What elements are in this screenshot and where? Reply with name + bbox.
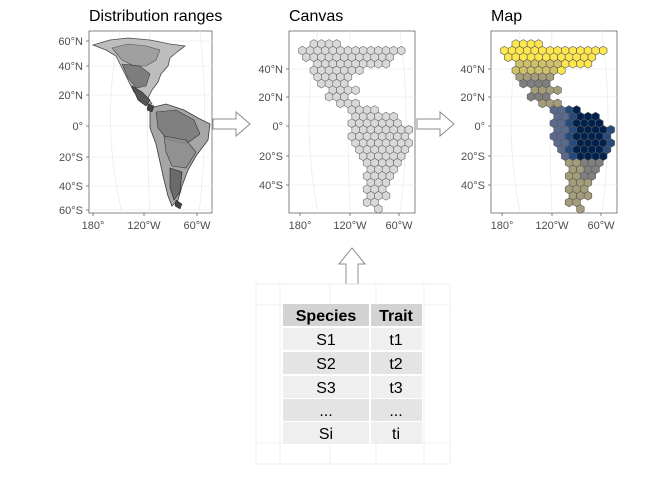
table-cell-trait: ti xyxy=(392,426,400,443)
panel-title-ranges: Distribution ranges xyxy=(89,8,222,25)
y-tick-label: 20°S xyxy=(59,152,83,164)
y-axis-ranges: 60°N 40°N 20°N 0° 20°S 40°S 60°S xyxy=(58,36,89,217)
grid-cell-hexagon xyxy=(324,92,334,102)
grid-cell-hexagon xyxy=(374,59,383,69)
y-tick-label: 40°S xyxy=(461,180,485,192)
grid-cell-hexagon xyxy=(336,98,345,109)
table-cell-species: Si xyxy=(319,426,333,443)
x-axis-canvas: 180° 120°W 60°W xyxy=(289,213,413,232)
table-cell-species: S3 xyxy=(316,380,336,397)
y-axis-canvas: 40°N 20°N 0° 20°S 40°S xyxy=(258,64,289,192)
table-header-cell xyxy=(371,304,422,326)
y-tick-label: 20°S xyxy=(461,151,485,163)
grid-cell-hexagon xyxy=(564,197,574,208)
table-row: Si ti xyxy=(283,422,422,444)
grid-cell-hexagon xyxy=(538,98,547,109)
table-cell-trait: t1 xyxy=(389,332,402,349)
grid-cell-hexagon xyxy=(317,78,326,89)
y-tick-label: 20°N xyxy=(258,92,283,104)
grid-cell-hexagon xyxy=(599,45,608,56)
x-axis-ranges: 180° 120°W 60°W xyxy=(82,213,211,232)
table-cell-trait: ... xyxy=(389,403,402,420)
grid-cell-hexagon xyxy=(381,59,391,69)
grid-cell-hexagon xyxy=(355,65,364,76)
table-row: ... ... xyxy=(283,399,422,421)
y-tick-label: 40°S xyxy=(259,180,283,192)
panel-map: Map 40°N 20°N 0° 20°S 40°S 180° 120°W 60… xyxy=(460,8,618,232)
grid-cell-hexagon xyxy=(526,92,536,102)
flow-arrow-up xyxy=(337,247,367,285)
grid-cell-hexagon xyxy=(504,52,513,62)
panel-title-map: Map xyxy=(491,8,522,25)
table-cell-trait: t3 xyxy=(389,380,402,397)
x-tick-label: 180° xyxy=(491,220,514,232)
table-row: S1 t1 xyxy=(283,328,422,350)
table-header-trait: Trait xyxy=(379,308,413,325)
y-tick-label: 60°S xyxy=(59,205,83,217)
table-header-cell xyxy=(283,304,369,326)
x-axis-map: 180° 120°W 60°W xyxy=(491,213,615,232)
grid-cell-hexagon xyxy=(553,85,562,95)
flow-arrow-right xyxy=(416,110,455,138)
grid-cell-hexagon xyxy=(557,65,566,76)
x-tick-label: 120°W xyxy=(333,220,367,232)
grid-cell-hexagon xyxy=(568,59,577,69)
x-tick-label: 180° xyxy=(82,220,105,232)
y-tick-label: 40°N xyxy=(460,64,485,76)
x-tick-label: 60°W xyxy=(587,220,615,232)
table-row: S3 t3 xyxy=(283,376,422,398)
grid-cell-hexagon xyxy=(362,197,372,208)
x-tick-label: 120°W xyxy=(127,220,161,232)
hex-grid-map xyxy=(500,39,615,214)
grid-cell-hexagon xyxy=(397,45,406,56)
grid-cell-hexagon xyxy=(351,85,360,95)
grid-cell-hexagon xyxy=(583,191,593,201)
panel-title-canvas: Canvas xyxy=(289,8,343,25)
grid-cell-hexagon xyxy=(576,59,585,69)
grid-cell-hexagon xyxy=(583,59,593,69)
y-tick-label: 40°S xyxy=(59,181,83,193)
flow-arrow-right xyxy=(212,110,251,138)
table-row: S2 t2 xyxy=(283,352,422,374)
table-cell-species: S1 xyxy=(316,332,336,349)
y-tick-label: 20°N xyxy=(58,90,83,102)
y-tick-label: 60°N xyxy=(58,36,83,48)
species-trait-table: Species Trait S1 t1 S2 t2 S3 t3 ... ... … xyxy=(255,283,451,465)
y-tick-label: 40°N xyxy=(258,64,283,76)
y-tick-label: 20°S xyxy=(259,151,283,163)
grid-cell-hexagon xyxy=(374,204,383,214)
y-tick-label: 0° xyxy=(272,121,283,133)
table-cell-trait: t2 xyxy=(389,356,402,373)
hex-grid-canvas xyxy=(298,39,413,214)
x-tick-label: 180° xyxy=(289,220,312,232)
range-polygons xyxy=(91,37,211,210)
y-tick-label: 40°N xyxy=(58,61,83,73)
x-tick-label: 120°W xyxy=(535,220,569,232)
y-axis-map: 40°N 20°N 0° 20°S 40°S xyxy=(460,64,491,192)
table-cell-species: ... xyxy=(319,403,332,420)
grid-cell-hexagon xyxy=(302,52,311,62)
panel-distribution-ranges: Distribution ranges xyxy=(58,8,222,232)
y-tick-label: 0° xyxy=(474,121,485,133)
grid-cell-hexagon xyxy=(519,78,528,89)
panel-canvas: Canvas 40°N 20°N 0° 20°S 40°S 180° 120°W… xyxy=(258,8,416,232)
y-tick-label: 0° xyxy=(72,121,83,133)
x-tick-label: 60°W xyxy=(183,220,211,232)
grid-cell-hexagon xyxy=(381,191,391,201)
y-tick-label: 20°N xyxy=(460,92,485,104)
grid-cell-hexagon xyxy=(576,204,585,214)
x-tick-label: 60°W xyxy=(385,220,413,232)
grid-cell-hexagon xyxy=(366,59,375,69)
table-cell-species: S2 xyxy=(316,356,336,373)
table-header-species: Species xyxy=(296,308,357,325)
